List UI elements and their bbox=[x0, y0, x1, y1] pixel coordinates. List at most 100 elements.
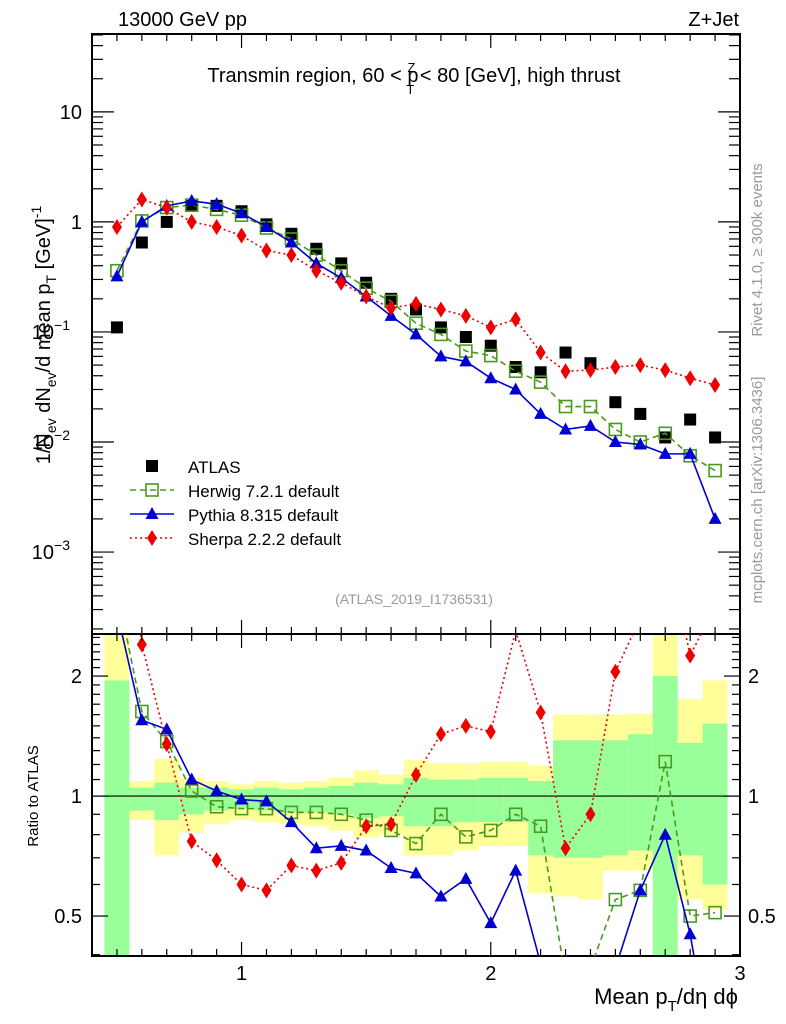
y-label-part: 1/N bbox=[33, 433, 55, 464]
data-point bbox=[509, 382, 523, 395]
ratio-series-line bbox=[125, 634, 716, 956]
data-point bbox=[111, 218, 122, 235]
main-series-group bbox=[110, 191, 722, 524]
data-point bbox=[235, 206, 249, 219]
data-point bbox=[459, 354, 473, 367]
y-label-part: dN bbox=[33, 387, 55, 418]
ratio-data-point bbox=[585, 806, 596, 823]
data-point bbox=[136, 191, 147, 208]
ratio-data-point bbox=[560, 840, 571, 857]
data-point bbox=[483, 348, 498, 363]
series-herwig bbox=[110, 198, 722, 478]
x-label-part: /dη dϕ bbox=[677, 984, 738, 1009]
analysis-watermark: (ATLAS_2019_I1736531) bbox=[335, 591, 493, 607]
green-band-bin bbox=[702, 723, 728, 885]
data-point bbox=[559, 422, 573, 435]
ratio-data-point bbox=[483, 823, 498, 838]
ratio-data-point bbox=[334, 838, 348, 851]
data-point bbox=[683, 446, 697, 459]
green-band-bin bbox=[453, 779, 479, 823]
data-point bbox=[684, 413, 697, 426]
green-band-bin bbox=[478, 777, 504, 823]
ratio-data-point bbox=[261, 882, 272, 899]
data-point bbox=[533, 375, 548, 389]
legend-label: ATLAS bbox=[188, 458, 241, 477]
ratio-data-point bbox=[210, 783, 224, 796]
ratio-data-point bbox=[508, 807, 523, 822]
ratio-data-point bbox=[359, 843, 373, 856]
ratio-data-point bbox=[309, 805, 324, 820]
ratio-data-point bbox=[284, 815, 298, 828]
ratio-data-point bbox=[286, 857, 297, 874]
legend-marker bbox=[146, 460, 158, 472]
data-point bbox=[110, 269, 124, 282]
green-band-bin bbox=[578, 740, 603, 858]
ratio-data-point bbox=[309, 841, 323, 854]
ratio-data-point bbox=[435, 726, 446, 743]
green-band-bin bbox=[154, 782, 180, 821]
ratio-y-tick-label: 2 bbox=[71, 666, 82, 688]
data-point bbox=[110, 321, 123, 334]
data-point bbox=[658, 446, 672, 459]
data-point bbox=[135, 214, 149, 227]
data-point bbox=[434, 327, 448, 342]
ratio-data-point bbox=[409, 836, 423, 851]
ratio-data-point bbox=[336, 854, 347, 871]
data-point bbox=[336, 274, 347, 291]
ratio-y-tick-label: 0.5 bbox=[54, 906, 82, 928]
data-point bbox=[708, 463, 722, 478]
ratio-y-tick-label-right: 2 bbox=[748, 666, 759, 688]
green-band-bin bbox=[278, 789, 304, 813]
y-axis-label: 1/Nev dNev/d mean pT [GeV]-1 bbox=[28, 206, 59, 465]
legend-label: Herwig 7.2.1 default bbox=[188, 482, 339, 501]
data-point bbox=[484, 371, 498, 384]
y-tick-exponent: −2 bbox=[54, 427, 70, 443]
data-point bbox=[709, 431, 722, 444]
data-point bbox=[259, 219, 273, 232]
ratio-data-point bbox=[683, 927, 697, 940]
green-band-bin bbox=[328, 785, 354, 815]
green-band-bin bbox=[528, 781, 554, 856]
data-point bbox=[236, 227, 247, 244]
ratio-data-point bbox=[658, 827, 672, 840]
x-axis-label: Mean pT/dη dϕ bbox=[594, 984, 738, 1015]
ratio-data-point bbox=[533, 819, 548, 834]
ratio-data-point bbox=[535, 704, 546, 721]
y-tick-label: 10−3 bbox=[32, 537, 70, 564]
ratio-data-point bbox=[434, 889, 448, 902]
data-point bbox=[311, 262, 322, 279]
ratio-data-point bbox=[311, 862, 322, 879]
data-point bbox=[535, 344, 546, 361]
ratio-data-point bbox=[633, 883, 647, 896]
data-point bbox=[583, 399, 598, 414]
data-point bbox=[558, 399, 573, 414]
ratio-data-point bbox=[136, 636, 147, 653]
data-point bbox=[635, 357, 646, 374]
ratio-data-point bbox=[685, 647, 696, 664]
data-point bbox=[435, 301, 446, 318]
data-point bbox=[485, 319, 496, 336]
header-left-label: 13000 GeV pp bbox=[118, 9, 247, 31]
y-tick-label: 10 bbox=[60, 102, 82, 124]
ratio-data-point bbox=[708, 905, 722, 920]
x-tick-label: 3 bbox=[734, 963, 745, 985]
ratio-data-point bbox=[610, 663, 621, 680]
data-point bbox=[335, 257, 348, 270]
green-band-bin bbox=[353, 782, 379, 819]
legend-label: Pythia 8.315 default bbox=[188, 506, 339, 525]
data-point bbox=[583, 418, 597, 431]
data-point bbox=[160, 215, 173, 228]
ratio-data-point bbox=[361, 818, 372, 835]
green-band-bin bbox=[627, 734, 653, 851]
plot-title-post: < 80 [GeV], high thrust bbox=[414, 65, 621, 87]
y-label-sub: T bbox=[43, 274, 59, 283]
green-band-bin bbox=[677, 742, 703, 856]
green-band-bin bbox=[129, 787, 155, 811]
data-point bbox=[460, 307, 471, 324]
green-band-bin bbox=[104, 680, 130, 956]
data-point bbox=[309, 256, 323, 269]
data-point bbox=[633, 437, 647, 450]
ratio-series-group bbox=[121, 634, 722, 956]
y-label-sup: -1 bbox=[28, 206, 44, 219]
